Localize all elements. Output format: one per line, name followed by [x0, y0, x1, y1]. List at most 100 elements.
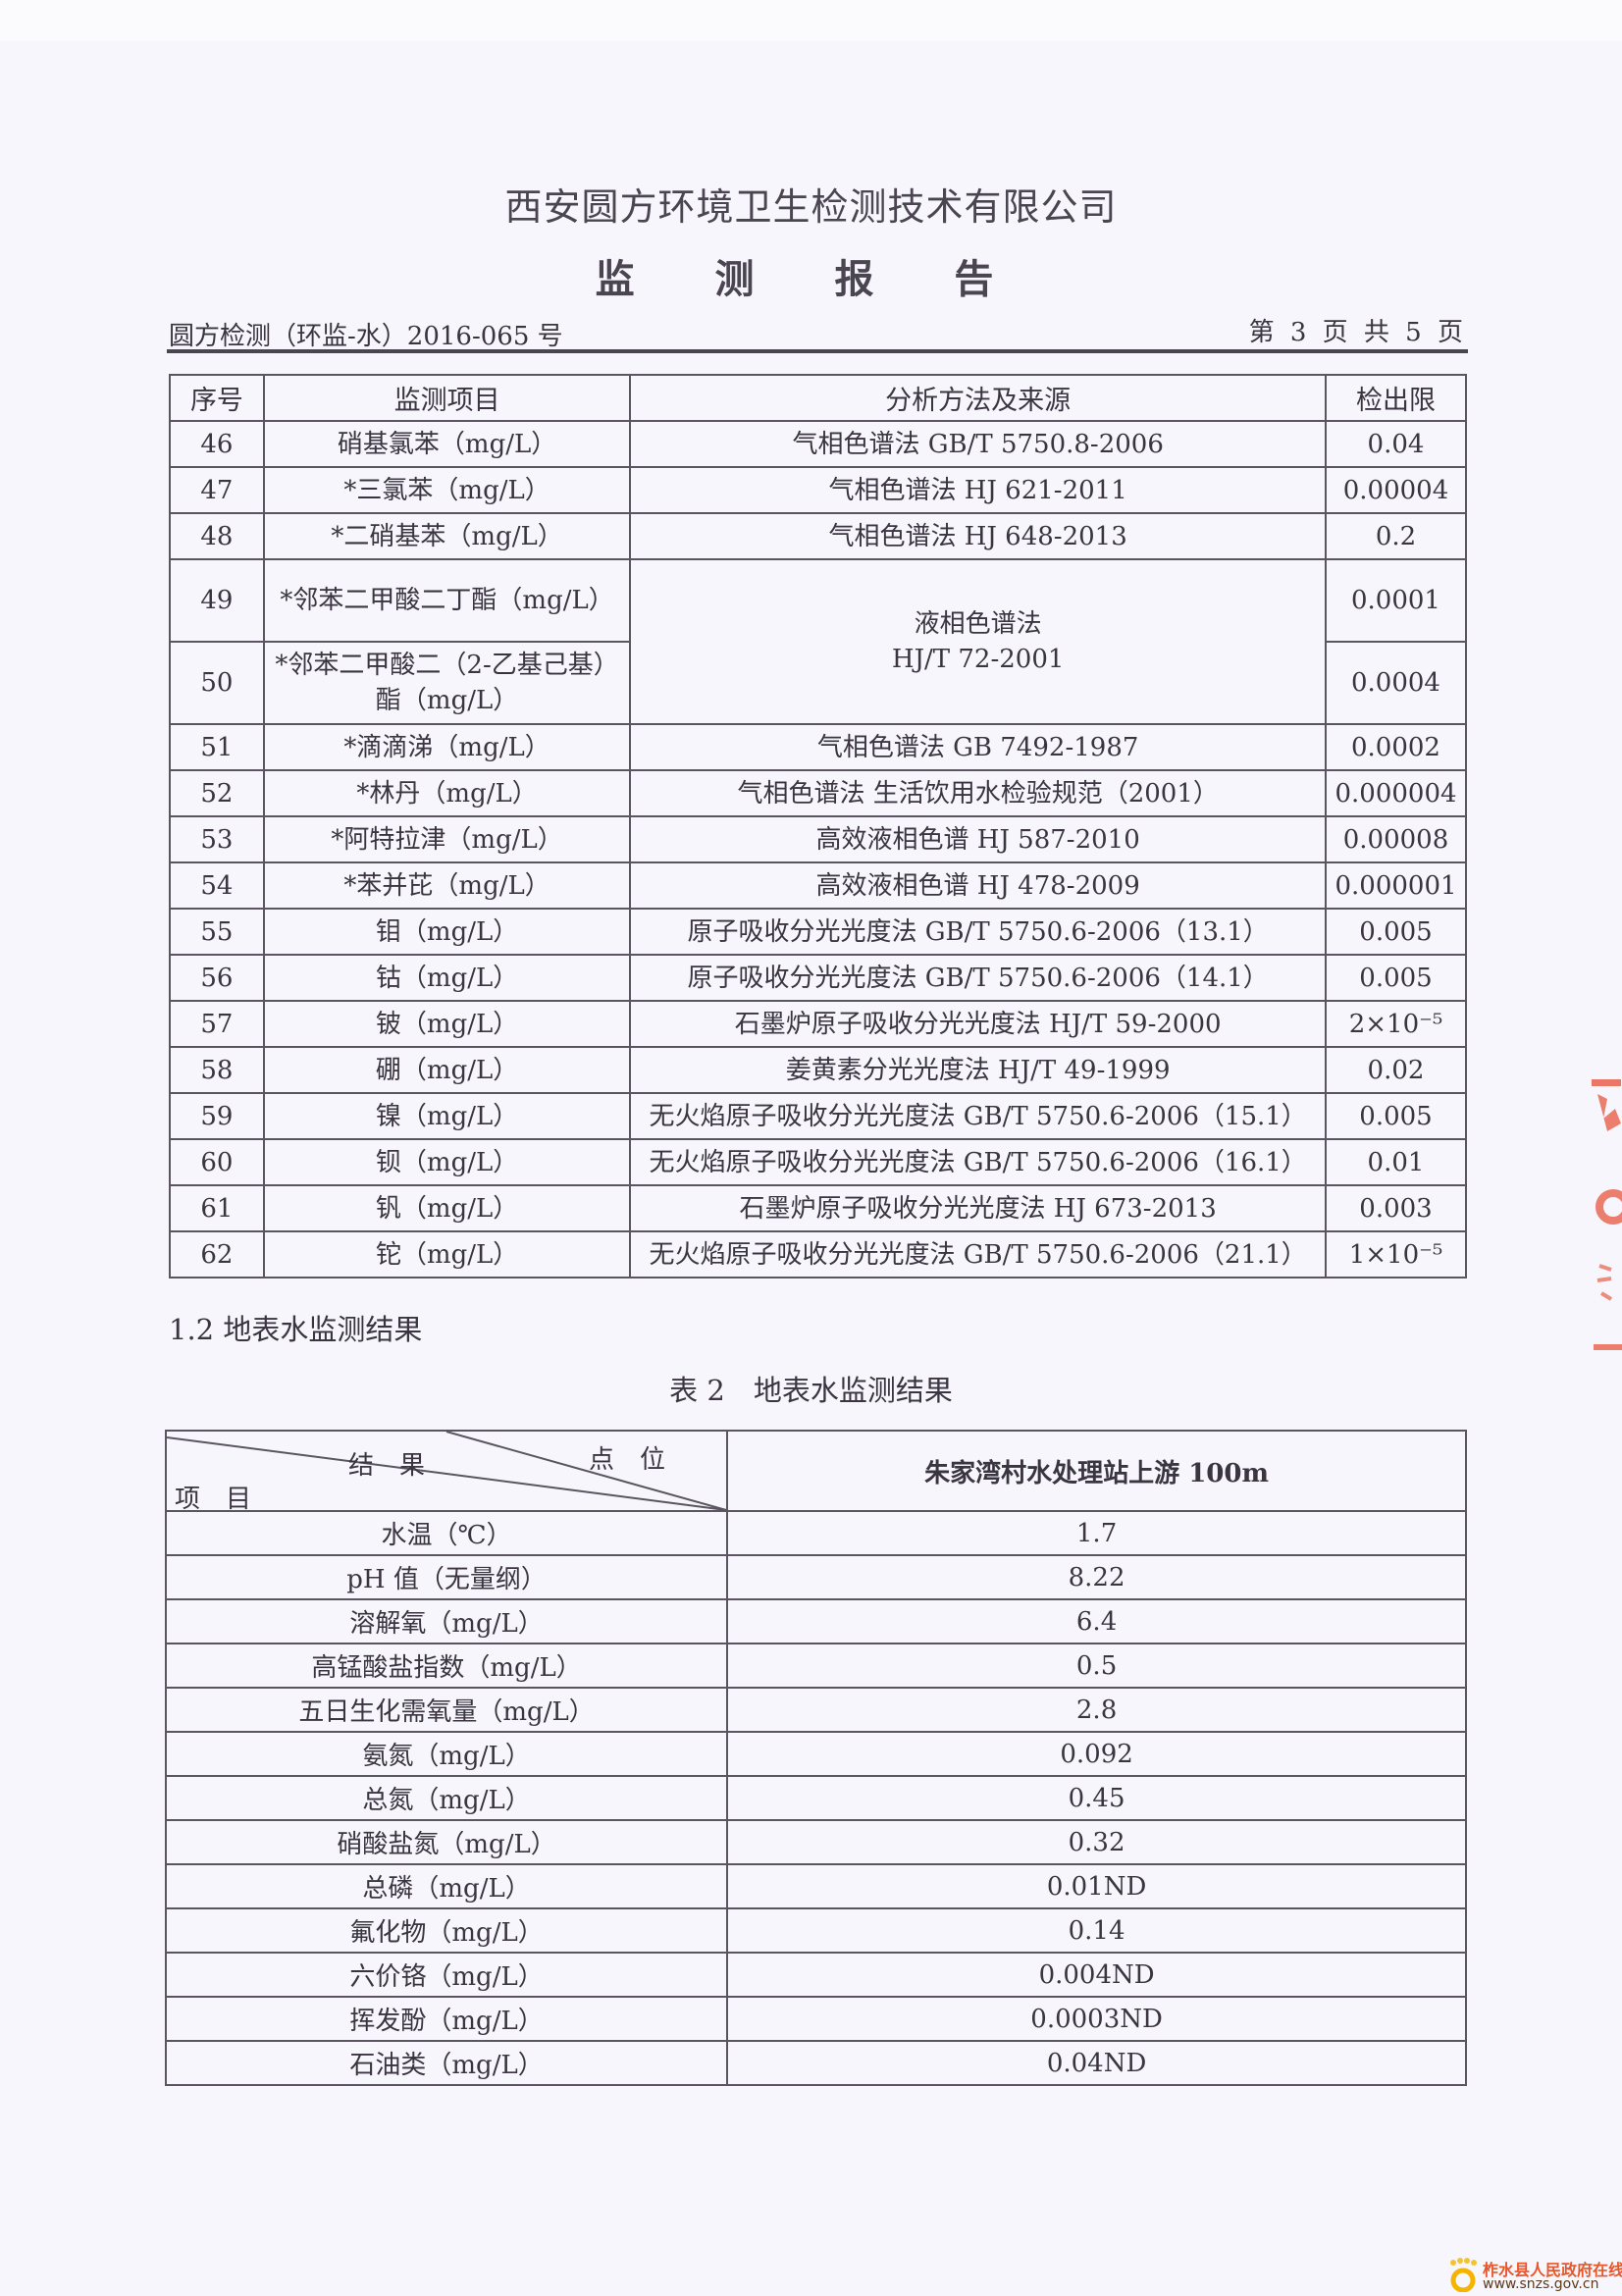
- parameter-value: 0.32: [726, 1819, 1467, 1865]
- analysis-method: 石墨炉原子吸收分光光度法 HJ 673-2013: [629, 1184, 1327, 1232]
- page-number: 第 3 页 共 5 页: [1248, 318, 1467, 347]
- table-row: 51 *滴滴涕（mg/L） 气相色谱法 GB 7492-1987 0.0002: [169, 723, 1467, 771]
- parameter-name: 五日生化需氧量（mg/L）: [164, 1687, 729, 1733]
- section-heading: 1.2 地表水监测结果: [169, 1313, 423, 1346]
- detection-limit: 2×10⁻⁵: [1325, 1000, 1467, 1048]
- analysis-method: 石墨炉原子吸收分光光度法 HJ/T 59-2000: [629, 1000, 1327, 1048]
- table-row: 挥发酚（mg/L） 0.0003ND: [164, 1996, 1467, 2042]
- table-row: 52 *林丹（mg/L） 气相色谱法 生活饮用水检验规范（2001） 0.000004: [169, 769, 1467, 817]
- table-row: 58 硼（mg/L） 姜黄素分光光度法 HJ/T 49-1999 0.02: [169, 1046, 1467, 1094]
- row-number: 49: [169, 558, 265, 643]
- analysis-method: 气相色谱法 GB/T 5750.8-2006: [629, 420, 1327, 468]
- parameter-name: pH 值（无量纲）: [164, 1554, 729, 1600]
- row-number: 56: [169, 954, 265, 1002]
- parameter-name: 溶解氧（mg/L）: [164, 1598, 729, 1644]
- monitoring-item: 钡（mg/L）: [262, 1138, 632, 1186]
- table-row: 56 钴（mg/L） 原子吸收分光光度法 GB/T 5750.6-2006（14.1…: [169, 954, 1467, 1002]
- analysis-method: 无火焰原子吸收分光光度法 GB/T 5750.6-2006（15.1）: [629, 1092, 1327, 1140]
- parameter-name: 硝酸盐氮（mg/L）: [164, 1819, 729, 1865]
- table-row: 48 *二硝基苯（mg/L） 气相色谱法 HJ 648-2013 0.2: [169, 512, 1467, 560]
- analysis-method: 气相色谱法 HJ 621-2011: [629, 466, 1327, 514]
- header-limit: 检出限: [1325, 374, 1467, 422]
- detection-limit: 1×10⁻⁵: [1325, 1230, 1467, 1278]
- analysis-method: 姜黄素分光光度法 HJ/T 49-1999: [629, 1046, 1327, 1094]
- header-item: 监测项目: [262, 374, 632, 422]
- parameter-value: 0.0003ND: [726, 1996, 1467, 2042]
- parameter-value: 8.22: [726, 1554, 1467, 1600]
- analysis-method: 原子吸收分光光度法 GB/T 5750.6-2006（14.1）: [629, 954, 1327, 1002]
- table-row: 硝酸盐氮（mg/L） 0.32: [164, 1819, 1467, 1865]
- table-row: 六价铬（mg/L） 0.004ND: [164, 1952, 1467, 1998]
- table-row: 62 铊（mg/L） 无火焰原子吸收分光光度法 GB/T 5750.6-2006（2…: [169, 1230, 1467, 1278]
- table-row: 溶解氧（mg/L） 6.4: [164, 1598, 1467, 1644]
- parameter-value: 1.7: [726, 1510, 1467, 1556]
- table-row: 石油类（mg/L） 0.04ND: [164, 2040, 1467, 2086]
- row-number: 52: [169, 769, 265, 817]
- parameter-name: 六价铬（mg/L）: [164, 1952, 729, 1998]
- monitoring-item: 钒（mg/L）: [262, 1184, 632, 1232]
- row-number: 59: [169, 1092, 265, 1140]
- detection-limit: 0.003: [1325, 1184, 1467, 1232]
- monitoring-item: *邻苯二甲酸二丁酯（mg/L）: [262, 558, 632, 643]
- table-row: 54 *苯并芘（mg/L） 高效液相色谱 HJ 478-2009 0.000001: [169, 861, 1467, 910]
- table-caption: 表 2 地表水监测结果: [669, 1374, 953, 1407]
- analysis-method: 无火焰原子吸收分光光度法 GB/T 5750.6-2006（16.1）: [629, 1138, 1327, 1186]
- report-reference: 圆方检测（环监-水）2016-065 号: [169, 322, 563, 351]
- table-row: 53 *阿特拉津（mg/L） 高效液相色谱 HJ 587-2010 0.00008: [169, 815, 1467, 863]
- table-row: 50 *邻苯二甲酸二（2-乙基己基）酯（mg/L） 0.0004: [169, 641, 1467, 725]
- analysis-method: 气相色谱法 HJ 648-2013: [629, 512, 1327, 560]
- table-row: 总氮（mg/L） 0.45: [164, 1775, 1467, 1821]
- method-table: 序号 监测项目 分析方法及来源 检出限 46 硝基氯苯（mg/L） 气相色谱法 GB…: [169, 374, 1467, 1278]
- table-row: 水温（℃） 1.7: [164, 1510, 1467, 1556]
- analysis-method: 气相色谱法 生活饮用水检验规范（2001）: [629, 769, 1327, 817]
- analysis-method: 气相色谱法 GB 7492-1987: [629, 723, 1327, 771]
- row-number: 61: [169, 1184, 265, 1232]
- monitoring-item: 钼（mg/L）: [262, 908, 632, 956]
- table-row: 氟化物（mg/L） 0.14: [164, 1907, 1467, 1954]
- corner-item: 项 目: [175, 1485, 252, 1514]
- analysis-method: 高效液相色谱 HJ 478-2009: [629, 861, 1327, 910]
- paw-icon: [1450, 2258, 1477, 2293]
- detection-limit: 0.000004: [1325, 769, 1467, 817]
- diagonal-lines: [167, 1432, 727, 1510]
- monitoring-item: 硼（mg/L）: [262, 1046, 632, 1094]
- table-row: 55 钼（mg/L） 原子吸收分光光度法 GB/T 5750.6-2006（13.1…: [169, 908, 1467, 956]
- table-row: 46 硝基氯苯（mg/L） 气相色谱法 GB/T 5750.8-2006 0.04: [169, 420, 1467, 468]
- monitoring-item: *林丹（mg/L）: [262, 769, 632, 817]
- parameter-value: 0.14: [726, 1907, 1467, 1954]
- parameter-name: 石油类（mg/L）: [164, 2040, 729, 2086]
- monitoring-item: 镍（mg/L）: [262, 1092, 632, 1140]
- table-header-row: 结 果 点 位 项 目 朱家湾村水处理站上游 100m: [164, 1430, 1467, 1514]
- row-number: 55: [169, 908, 265, 956]
- row-number: 53: [169, 815, 265, 863]
- parameter-value: 0.004ND: [726, 1952, 1467, 1998]
- header-method: 分析方法及来源: [629, 374, 1327, 422]
- parameter-value: 0.092: [726, 1731, 1467, 1777]
- detection-limit: 0.00008: [1325, 815, 1467, 863]
- monitoring-item: 铊（mg/L）: [262, 1230, 632, 1278]
- parameter-name: 氨氮（mg/L）: [164, 1731, 729, 1777]
- detection-limit: 0.04: [1325, 420, 1467, 468]
- analysis-method: 高效液相色谱 HJ 587-2010: [629, 815, 1327, 863]
- analysis-method: 原子吸收分光光度法 GB/T 5750.6-2006（13.1）: [629, 908, 1327, 956]
- table-row: 61 钒（mg/L） 石墨炉原子吸收分光光度法 HJ 673-2013 0.003: [169, 1184, 1467, 1232]
- parameter-value: 0.01ND: [726, 1863, 1467, 1909]
- corner-result: 结 果: [348, 1451, 426, 1481]
- parameter-name: 水温（℃）: [164, 1510, 729, 1556]
- report-title: 监 测 报 告: [595, 256, 1027, 302]
- company-name: 西安圆方环境卫生检测技术有限公司: [504, 185, 1118, 229]
- watermark-name: 柞水县人民政府在线: [1483, 2261, 1622, 2279]
- red-stamp-partial: [1592, 1079, 1622, 1350]
- table-row: 49 *邻苯二甲酸二丁酯（mg/L） 液相色谱法 HJ/T 72-2001 0.0001: [169, 558, 1467, 725]
- row-number: 58: [169, 1046, 265, 1094]
- analysis-method: 液相色谱法 HJ/T 72-2001: [629, 558, 1327, 725]
- table-row: 五日生化需氧量（mg/L） 2.8: [164, 1687, 1467, 1733]
- table-row: 氨氮（mg/L） 0.092: [164, 1731, 1467, 1777]
- scan-top-band: [0, 0, 1622, 41]
- results-table: 结 果 点 位 项 目 朱家湾村水处理站上游 100m 水温（℃） 1.7 pH 值…: [164, 1430, 1467, 2086]
- table-row: 高锰酸盐指数（mg/L） 0.5: [164, 1643, 1467, 1689]
- detection-limit: 0.2: [1325, 512, 1467, 560]
- detection-limit: 0.005: [1325, 908, 1467, 956]
- table-row: 60 钡（mg/L） 无火焰原子吸收分光光度法 GB/T 5750.6-2006（1…: [169, 1138, 1467, 1186]
- watermark-url: www.snzs.gov.cn: [1483, 2276, 1599, 2292]
